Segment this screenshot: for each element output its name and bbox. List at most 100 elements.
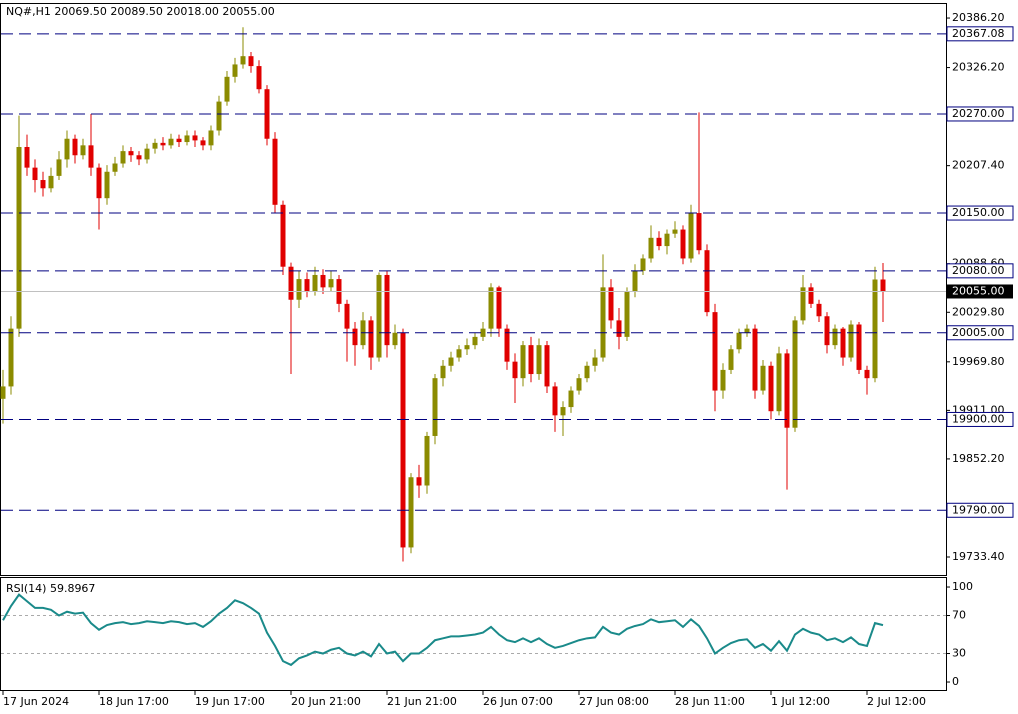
last-price-box <box>947 284 1013 299</box>
candle-body <box>520 345 526 379</box>
candle-body <box>824 316 830 346</box>
candle-body <box>480 328 486 337</box>
candle-body <box>32 167 38 181</box>
candle-body <box>192 135 198 141</box>
x-tick-label: 2 Jul 12:00 <box>867 695 926 708</box>
candle-body <box>464 345 470 350</box>
level-label-box <box>946 263 1014 279</box>
candle-body <box>680 229 686 259</box>
candle-body <box>280 204 286 267</box>
candle-body <box>616 320 622 337</box>
candle-body <box>64 138 70 160</box>
candle-body <box>208 130 214 146</box>
candle-body <box>80 145 86 156</box>
level-label-box <box>946 106 1014 122</box>
candle-body <box>688 213 694 259</box>
candle-body <box>672 229 678 234</box>
candle-body <box>512 361 518 379</box>
x-tick-label: 27 Jun 08:00 <box>579 695 649 708</box>
y-tick-label: 70 <box>952 609 966 622</box>
candle-body <box>536 345 542 375</box>
candle-body <box>624 291 630 337</box>
candle-body <box>112 163 118 172</box>
candle-body <box>592 357 598 366</box>
candle-body <box>584 365 590 379</box>
candle-body <box>56 159 62 176</box>
candle-body <box>448 357 454 366</box>
candle-body <box>320 274 326 288</box>
candle-body <box>368 320 374 358</box>
candle-body <box>440 365 446 379</box>
candle-body <box>712 312 718 391</box>
candle-body <box>432 378 438 436</box>
candle-body <box>296 279 302 300</box>
candle-body <box>24 146 30 168</box>
candle-body <box>328 279 334 288</box>
candle-body <box>600 287 606 358</box>
y-tick-label: 0 <box>952 675 959 688</box>
candle-body <box>552 386 558 416</box>
level-label-box <box>946 411 1014 427</box>
candle-body <box>808 287 814 304</box>
candle-body <box>816 303 822 317</box>
y-tick-label: 20029.80 <box>952 305 1005 318</box>
candle-body <box>72 138 78 156</box>
y-tick-label: 19733.40 <box>952 550 1005 563</box>
level-label: 20270.00 <box>952 107 1005 120</box>
candle-body <box>96 167 102 199</box>
candle-body <box>120 151 126 164</box>
candle-body <box>40 180 46 189</box>
x-tick-label: 19 Jun 17:00 <box>195 695 265 708</box>
level-label: 19790.00 <box>952 503 1005 516</box>
candle-body <box>200 140 206 146</box>
candle-body <box>544 345 550 387</box>
candle-body <box>232 64 238 77</box>
y-tick-label: 20326.20 <box>952 61 1005 74</box>
level-label: 20367.08 <box>952 27 1005 40</box>
level-label-box <box>946 205 1014 221</box>
candle-body <box>880 279 886 292</box>
candle-body <box>408 477 414 548</box>
candle-body <box>312 274 318 292</box>
candle-body <box>864 369 870 379</box>
level-label: 20080.00 <box>952 264 1005 277</box>
candle-body <box>376 274 382 358</box>
candle-body <box>744 328 750 333</box>
candle-body <box>160 142 166 146</box>
candle-body <box>128 151 134 156</box>
candle-body <box>800 287 806 321</box>
level-label: 20005.00 <box>952 326 1005 339</box>
candle-body <box>664 233 670 247</box>
candle-body <box>264 89 270 139</box>
candle-body <box>176 138 182 143</box>
level-label-box <box>946 26 1014 42</box>
candle-body <box>632 270 638 292</box>
candle-body <box>472 336 478 346</box>
candle-body <box>504 328 510 362</box>
level-label-box <box>946 502 1014 518</box>
price-panel-frame <box>0 3 947 576</box>
y-tick-label: 20207.40 <box>952 159 1005 172</box>
candle-body <box>48 175 54 189</box>
y-tick-label: 30 <box>952 647 966 660</box>
candle-body <box>856 324 862 370</box>
candle-body <box>704 250 710 313</box>
candle-body <box>720 369 726 391</box>
candle-body <box>456 349 462 358</box>
candle-body <box>304 279 310 292</box>
candle-body <box>144 148 150 160</box>
candle-body <box>488 287 494 329</box>
candle-body <box>400 332 406 548</box>
candle-body <box>88 145 94 168</box>
candle-body <box>224 76 230 102</box>
y-tick-label: 19969.80 <box>952 355 1005 368</box>
x-tick-label: 21 Jun 21:00 <box>387 695 457 708</box>
x-tick-label: 1 Jul 12:00 <box>771 695 830 708</box>
candle-body <box>736 332 742 350</box>
candle-body <box>352 328 358 346</box>
candle-body <box>872 279 878 379</box>
candle-body <box>344 303 350 329</box>
candle-body <box>136 155 142 160</box>
rsi-header: RSI(14) 59.8967 <box>6 582 95 595</box>
